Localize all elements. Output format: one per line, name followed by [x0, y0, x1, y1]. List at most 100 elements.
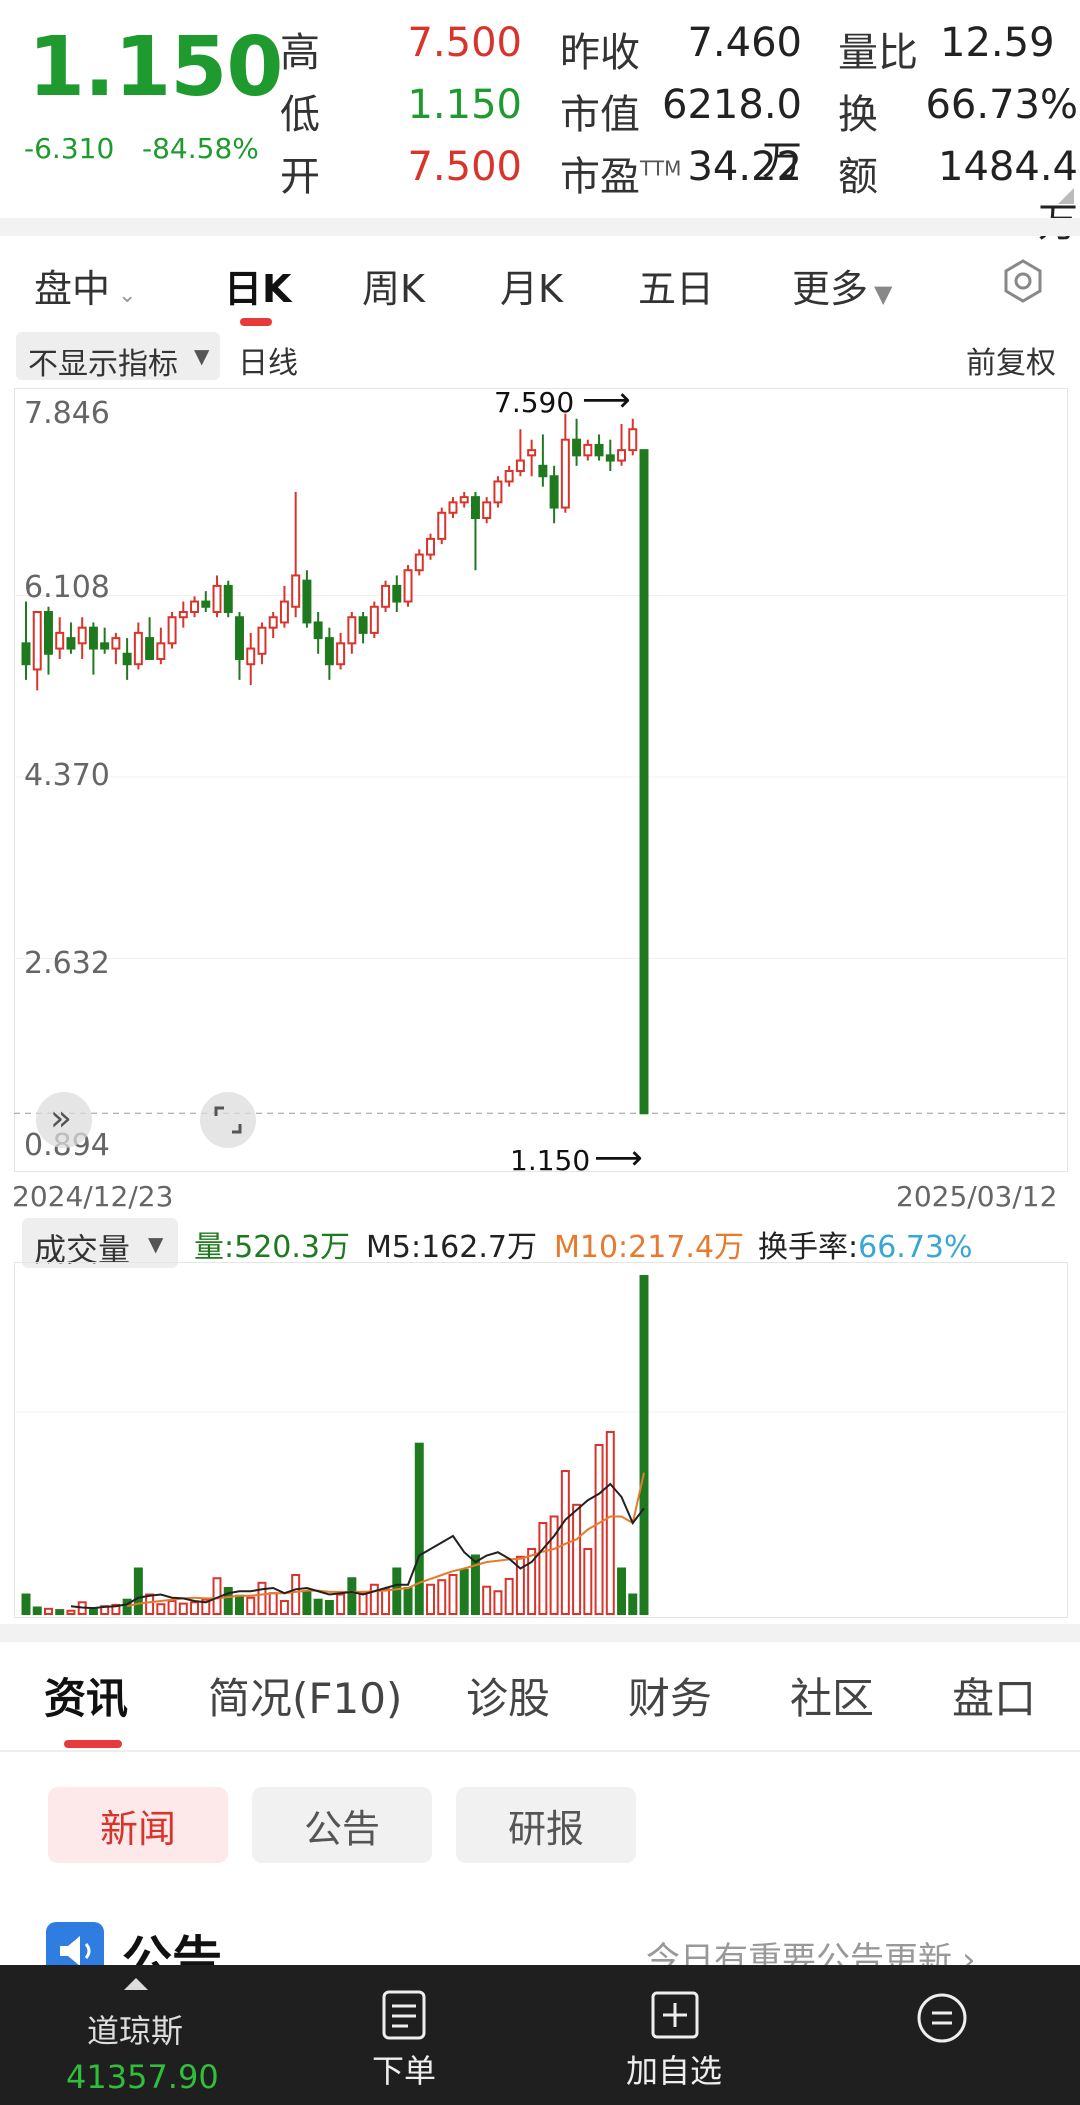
menu-icon[interactable]: [916, 1992, 968, 2048]
candle-body: [426, 537, 435, 556]
candle-body: [583, 443, 593, 457]
tab-weekly-k[interactable]: 周K: [362, 267, 425, 311]
candle-body: [459, 496, 469, 504]
fullscreen-icon: [214, 1106, 242, 1134]
candle-body: [324, 637, 334, 666]
caret-up-icon[interactable]: [124, 1978, 148, 1990]
candle-body: [235, 616, 244, 660]
tab-monthly-k[interactable]: 月K: [500, 267, 563, 311]
tab-profile[interactable]: 简况(F10): [208, 1674, 403, 1723]
candle-body: [515, 459, 525, 473]
open-value: 7.500: [407, 144, 522, 190]
candle-body: [347, 616, 357, 645]
chip-research[interactable]: 研报: [456, 1787, 636, 1863]
candle-body: [313, 621, 323, 640]
volume-bar: [55, 1609, 65, 1615]
volume-bar: [291, 1574, 301, 1615]
section-divider: [0, 218, 1080, 236]
chip-news[interactable]: 新闻: [48, 1787, 228, 1863]
arrow-right-icon: ⟶: [594, 1138, 643, 1178]
candle-body: [178, 611, 188, 619]
section-divider: [0, 1624, 1080, 1642]
tab-news[interactable]: 资讯: [44, 1674, 129, 1723]
candle-body: [538, 464, 548, 478]
tab-five-day[interactable]: 五日: [638, 267, 715, 311]
volume-bar: [459, 1568, 469, 1616]
candle-body: [381, 584, 391, 608]
candle-body: [493, 480, 503, 504]
tab-order-book[interactable]: 盘口: [952, 1674, 1037, 1723]
tab-intraday[interactable]: 盘中 ⌄: [34, 267, 137, 311]
candle-body: [32, 611, 42, 671]
expand-panel-button[interactable]: »: [36, 1092, 92, 1148]
candle-body: [448, 501, 458, 514]
candle-body: [369, 605, 379, 634]
volume-bar: [358, 1592, 368, 1615]
volume-bar: [302, 1590, 312, 1615]
candle-body: [43, 611, 53, 655]
volume-bar: [111, 1603, 121, 1616]
candle-body: [560, 438, 570, 509]
candle-body: [470, 496, 480, 520]
y-tick-label: 7.846: [24, 396, 110, 431]
volume-bar: [605, 1431, 615, 1615]
tab-more[interactable]: 更多 ▼: [792, 267, 893, 311]
volume-bar: [246, 1596, 256, 1615]
order-button[interactable]: 下单: [371, 2052, 436, 2090]
triangle-down-icon: ▼: [874, 280, 893, 308]
pe-label: 市盈TTM: [560, 154, 682, 200]
volume-bar: [572, 1503, 582, 1616]
volume-bar: [43, 1607, 53, 1616]
adjust-mode-button[interactable]: 前复权: [966, 346, 1056, 381]
chip-announcements[interactable]: 公告: [252, 1787, 432, 1863]
y-tick-label: 2.632: [24, 946, 110, 981]
volume-chart[interactable]: [0, 0, 1080, 1640]
fullscreen-button[interactable]: [200, 1092, 256, 1148]
ttm-tag: TTM: [640, 156, 682, 181]
tab-diagnosis[interactable]: 诊股: [466, 1674, 551, 1723]
candle-body: [223, 584, 233, 613]
candle-body: [111, 637, 121, 650]
triangle-down-icon: ▼: [148, 1232, 164, 1256]
turnover-label: 换: [838, 92, 878, 138]
candle-body: [605, 454, 615, 462]
volume-bar: [257, 1581, 267, 1616]
volume-bar: [279, 1600, 289, 1615]
candle-body: [572, 438, 582, 457]
indicator-toggle[interactable]: 不显示指标 ▼: [16, 332, 220, 382]
tab-finance[interactable]: 财务: [628, 1674, 713, 1723]
candle-body: [437, 511, 447, 540]
tab-daily-k[interactable]: 日K: [224, 267, 292, 311]
order-icon[interactable]: [380, 1988, 428, 2046]
volume-bar: [347, 1577, 357, 1615]
price-chart[interactable]: [0, 0, 1080, 1200]
volume-bar: [201, 1598, 211, 1615]
index-ticker-name[interactable]: 道琼斯: [86, 2012, 183, 2050]
bottom-nav-bar: [0, 1965, 1080, 2105]
candle-body: [100, 642, 110, 650]
expand-corner-icon[interactable]: [1058, 188, 1074, 204]
volume-bar: [639, 1275, 649, 1615]
ma10-value: M10:217.4万: [554, 1230, 745, 1265]
candle-body: [55, 631, 65, 650]
ma5-line: [70, 1482, 645, 1610]
candle-body: [279, 600, 289, 624]
settings-icon[interactable]: [1000, 258, 1046, 308]
volume-bar: [437, 1579, 447, 1615]
volume-bar: [156, 1603, 166, 1615]
candle-body: [190, 600, 200, 613]
tab-community[interactable]: 社区: [790, 1674, 875, 1723]
candle-body: [639, 449, 649, 1115]
candle-body: [212, 584, 222, 613]
pe-value: 34.22: [687, 144, 802, 190]
index-ticker-value: 41357.90: [66, 2058, 219, 2096]
amount-label: 额: [838, 154, 878, 200]
volume-bar: [493, 1590, 503, 1615]
price-change-pct: -84.58%: [142, 132, 259, 165]
low-annotation: 1.150: [510, 1144, 591, 1177]
candle-body: [145, 637, 155, 660]
candle-body: [594, 443, 604, 457]
add-watchlist-icon[interactable]: [650, 1990, 700, 2044]
volume-bar: [268, 1592, 278, 1615]
add-watchlist-button[interactable]: 加自选: [625, 2052, 722, 2090]
